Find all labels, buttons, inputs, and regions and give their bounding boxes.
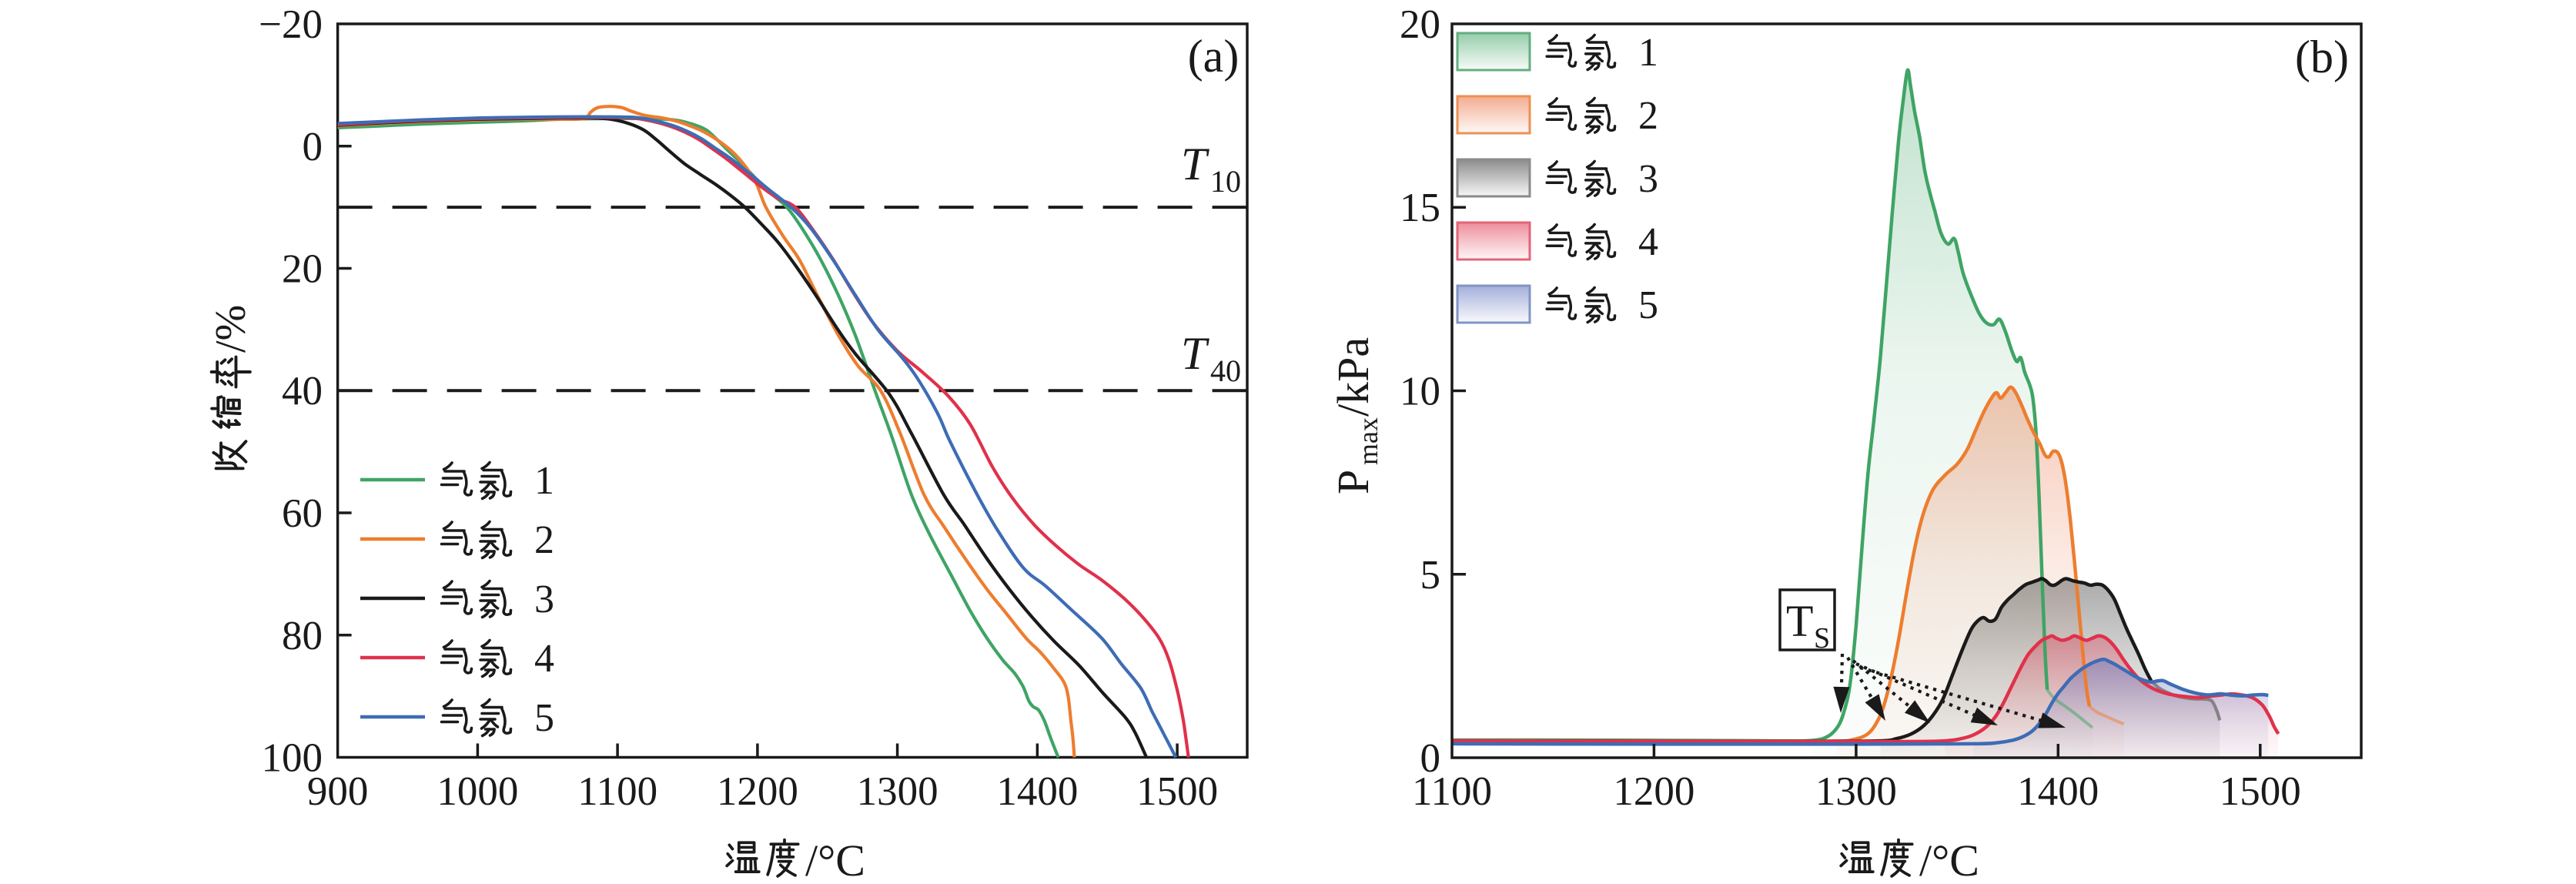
svg-text:20: 20 <box>282 247 323 292</box>
svg-text:/°C: /°C <box>805 835 865 884</box>
svg-text:10: 10 <box>1210 164 1241 199</box>
svg-text:1: 1 <box>534 459 554 503</box>
svg-text:T: T <box>1181 139 1209 189</box>
svg-text:1100: 1100 <box>577 769 657 814</box>
svg-text:5: 5 <box>1638 283 1658 327</box>
svg-text:1300: 1300 <box>857 769 938 814</box>
svg-text:/kPa: /kPa <box>1328 337 1378 417</box>
svg-text:1400: 1400 <box>2017 769 2099 814</box>
svg-text:(b): (b) <box>2295 32 2349 82</box>
svg-text:max: max <box>1353 417 1383 465</box>
svg-text:4: 4 <box>534 637 554 681</box>
svg-text:2: 2 <box>1638 94 1658 138</box>
svg-text:900: 900 <box>307 769 369 814</box>
svg-text:1200: 1200 <box>1613 769 1694 814</box>
svg-text:1: 1 <box>1638 31 1658 75</box>
svg-text:2: 2 <box>534 518 554 562</box>
svg-text:10: 10 <box>1400 370 1440 414</box>
svg-text:80: 80 <box>282 614 323 658</box>
svg-text:5: 5 <box>1420 553 1441 598</box>
svg-text:0: 0 <box>303 125 323 169</box>
svg-text:40: 40 <box>282 369 323 414</box>
svg-text:P: P <box>1328 470 1378 494</box>
svg-text:5: 5 <box>534 696 554 740</box>
svg-text:100: 100 <box>262 736 323 781</box>
svg-text:/%: /% <box>207 305 255 353</box>
svg-text:/°C: /°C <box>1919 835 1979 884</box>
svg-text:T: T <box>1786 596 1813 646</box>
svg-text:1000: 1000 <box>437 769 518 814</box>
svg-text:60: 60 <box>282 491 323 536</box>
svg-text:3: 3 <box>534 578 554 621</box>
svg-text:−20: −20 <box>259 2 323 47</box>
svg-text:1400: 1400 <box>996 769 1078 814</box>
svg-text:1100: 1100 <box>1412 769 1492 814</box>
svg-text:1500: 1500 <box>1136 769 1218 814</box>
svg-text:4: 4 <box>1638 220 1658 264</box>
svg-text:(a): (a) <box>1188 31 1239 82</box>
svg-text:3: 3 <box>1638 157 1658 201</box>
svg-text:0: 0 <box>1420 736 1441 781</box>
svg-text:1200: 1200 <box>717 769 798 814</box>
svg-text:S: S <box>1814 622 1830 655</box>
svg-text:40: 40 <box>1210 353 1241 388</box>
svg-text:T: T <box>1181 328 1209 379</box>
svg-text:20: 20 <box>1400 2 1440 47</box>
svg-text:1500: 1500 <box>2220 769 2301 814</box>
svg-text:1300: 1300 <box>1815 769 1897 814</box>
svg-text:15: 15 <box>1400 186 1440 230</box>
